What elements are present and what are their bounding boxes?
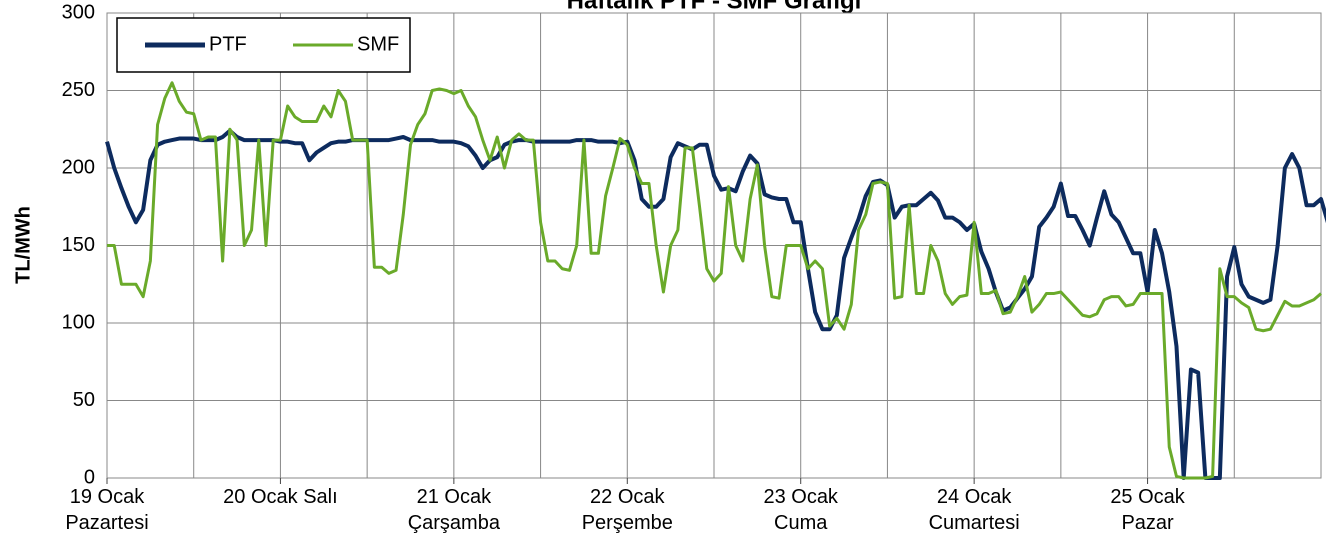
x-tick-label: 19 Ocak Pazartesi	[65, 486, 149, 534]
x-tick-label: 21 Ocak Çarşamba	[407, 486, 500, 534]
x-tick-label: 25 Ocak Pazar	[1110, 486, 1185, 534]
series-line	[107, 81, 1322, 480]
x-tick-label: 23 Ocak Cuma	[763, 486, 838, 534]
x-tick-label: 20 Ocak Salı	[223, 486, 338, 508]
y-tick-label: 300	[62, 1, 95, 23]
chart-title: Haftalık PTF - SMF Grafiği	[567, 0, 862, 14]
y-tick-label: 200	[62, 156, 95, 178]
x-tick-label: 24 Ocak Cumartesi	[928, 486, 1020, 534]
y-tick-label: 100	[62, 311, 95, 333]
legend-label: PTF	[209, 33, 247, 55]
y-tick-label: 50	[73, 389, 95, 411]
legend-label: SMF	[357, 33, 399, 55]
y-tick-label: 0	[84, 466, 95, 488]
y-tick-label: 250	[62, 79, 95, 101]
y-axis-label: TL/MWh	[12, 206, 34, 284]
series-line	[105, 128, 1326, 480]
x-tick-label: 22 Ocak Perşembe	[581, 486, 673, 534]
y-tick-label: 150	[62, 234, 95, 256]
